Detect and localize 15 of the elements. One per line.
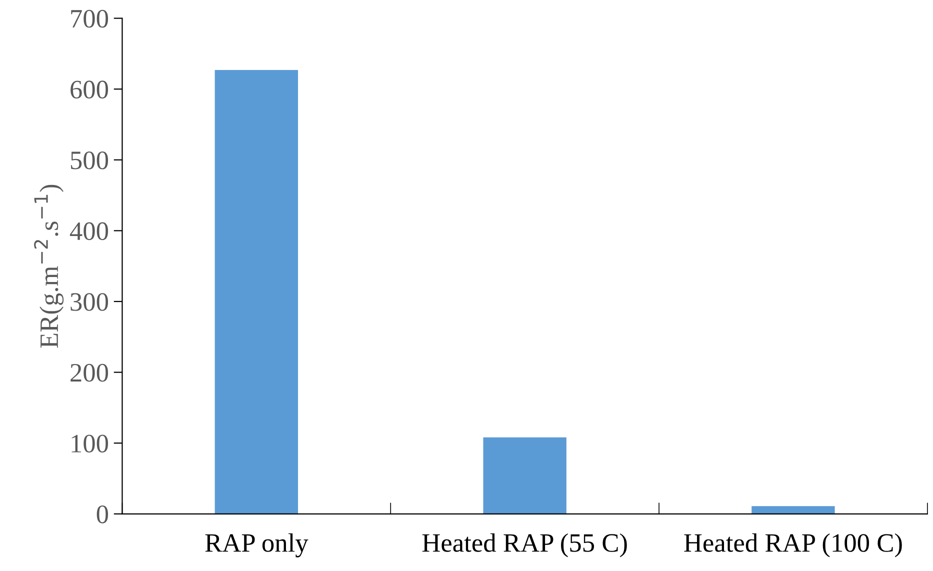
y-tick-label: 400 [70, 222, 108, 240]
bar [752, 506, 835, 514]
x-tick-label: Heated RAP (100 C) [684, 533, 902, 558]
y-axis-title: ER(g.m$^{−2}$.s$^{−1}$) [34, 184, 64, 348]
y-tick-label: 300 [70, 293, 108, 311]
x-tick-label: RAP only [205, 533, 308, 558]
y-tick-label: 600 [70, 80, 108, 98]
y-tick-label: 700 [71, 10, 108, 28]
bar [214, 70, 298, 514]
y-tick-label: 200 [70, 364, 108, 382]
y-tick-label: 0 [96, 506, 108, 524]
x-tick-label: Heated RAP (55 C) [422, 533, 627, 558]
y-tick-label: 500 [70, 151, 108, 170]
y-tick-label: 100 [72, 434, 108, 453]
bar [483, 437, 566, 514]
